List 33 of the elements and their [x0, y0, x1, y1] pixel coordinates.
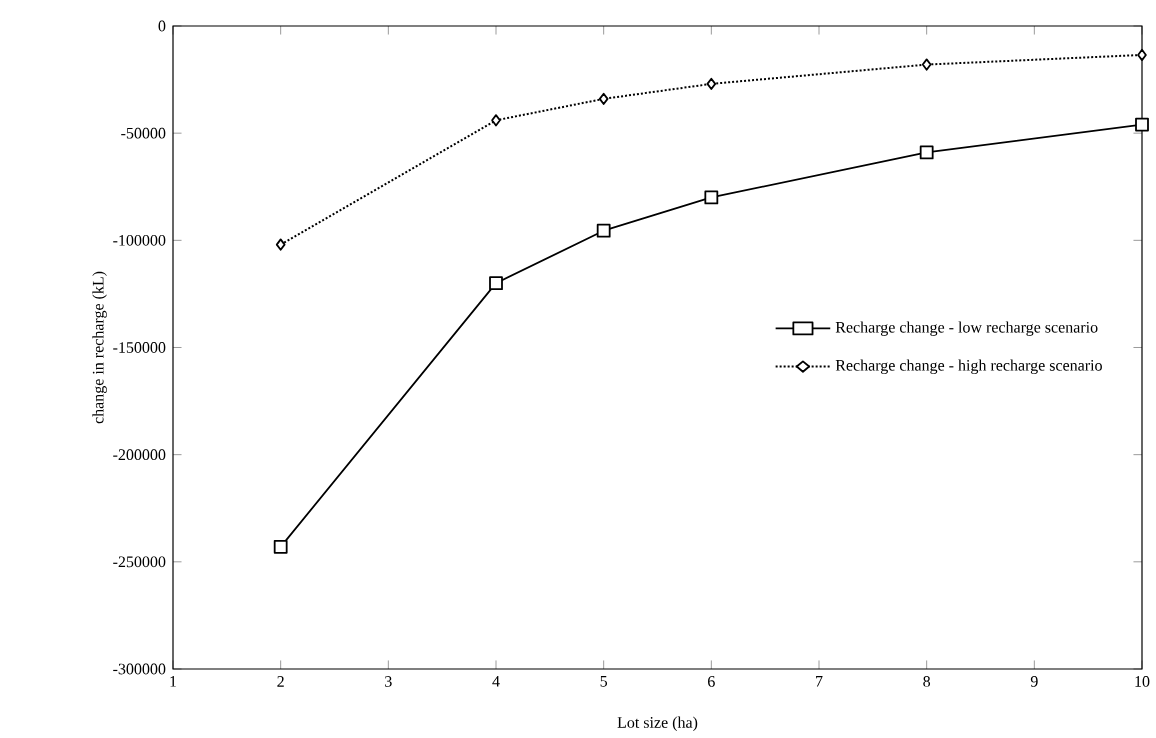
point — [598, 92, 609, 105]
x-tick-label: 1 — [170, 676, 177, 687]
point — [489, 276, 503, 291]
point — [273, 539, 288, 554]
x-tick-label: 9 — [1030, 676, 1038, 687]
x-tick-label: 5 — [600, 676, 608, 687]
x-tick-label: 8 — [923, 676, 931, 687]
point — [706, 77, 717, 90]
point — [1135, 117, 1149, 132]
x-tick-label: 3 — [385, 676, 392, 687]
x-tick-label: 2 — [277, 676, 284, 687]
y-tick-label: -100000 — [113, 234, 166, 246]
y-axis-title: change in recharge (kL) — [92, 271, 107, 424]
point — [921, 58, 932, 71]
y-tick-label: 0 — [158, 20, 166, 32]
point — [1137, 48, 1147, 62]
x-tick-label: 10 — [1135, 676, 1150, 687]
y-tick-label: -200000 — [113, 449, 166, 461]
x-tick-label: 6 — [708, 676, 715, 687]
point — [275, 238, 286, 251]
x-tick-label: 7 — [816, 676, 823, 687]
legend-label: Recharge change - high recharge scenario — [835, 359, 1102, 375]
y-tick-label: -150000 — [113, 342, 166, 353]
point — [596, 223, 611, 238]
legend-label: Recharge change - low recharge scenario — [835, 321, 1098, 336]
x-tick-label: 4 — [492, 676, 500, 687]
x-axis-title: Lot size (ha) — [617, 716, 698, 732]
point — [704, 190, 719, 205]
point — [491, 114, 501, 127]
y-tick-label: -250000 — [113, 556, 166, 568]
point — [919, 145, 934, 160]
y-tick-label: -300000 — [113, 663, 166, 675]
y-tick-label: -50000 — [121, 127, 166, 139]
